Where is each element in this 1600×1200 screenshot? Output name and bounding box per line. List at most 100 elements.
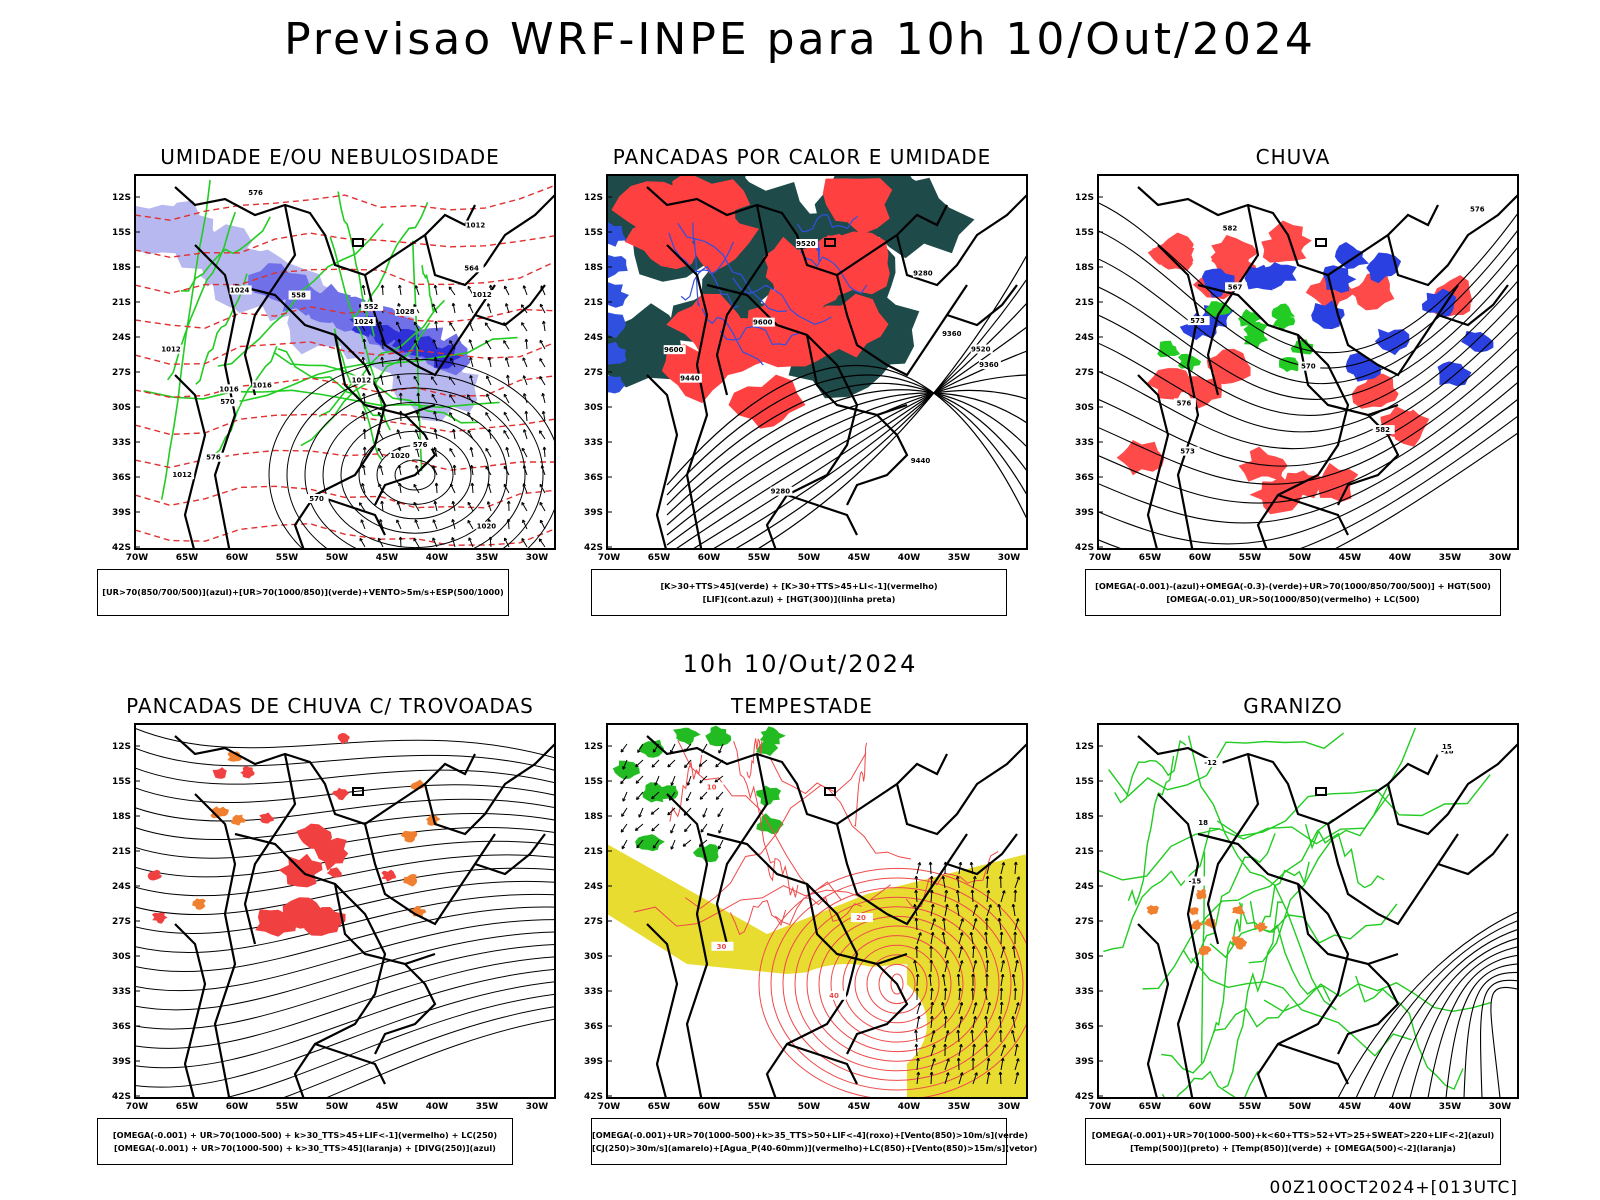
contour-label: 576	[413, 441, 428, 449]
lon-tick-label: 40W	[1389, 1102, 1412, 1112]
lon-tick-label: 50W	[1289, 553, 1312, 563]
lon-tick-label: 35W	[1439, 553, 1462, 563]
panel-granizo: GRANIZO -12 -15 -18 18 15 12S 15S 18S 21S 24S 27S 3…	[1058, 694, 1528, 1184]
lat-tick-label: 24S	[584, 333, 603, 343]
lat-tick-label: 24S	[112, 333, 131, 343]
contour-label: 570	[220, 398, 235, 406]
contour-label: 567	[1228, 283, 1243, 291]
lat-tick-label: 39S	[584, 508, 603, 518]
contour-label: 573	[1180, 448, 1195, 456]
contour-label: 573	[1190, 317, 1205, 325]
contour-label: 9520	[796, 240, 816, 248]
lat-tick-label: 39S	[1075, 1057, 1094, 1067]
lat-tick-label: 18S	[1075, 263, 1094, 273]
lat-tick-label: 24S	[584, 882, 603, 892]
legend-line: [LIF](cont.azul) + [HGT(300)](linha pret…	[702, 593, 896, 604]
lat-tick-label: 15S	[584, 228, 603, 238]
lat-tick-label: 42S	[112, 543, 131, 553]
lat-tick-label: 21S	[112, 847, 131, 857]
lat-tick-label: 27S	[112, 917, 131, 927]
map-plot: 58257957657357056758257657312S15S18S21S2…	[1075, 174, 1519, 563]
lon-tick-label: 60W	[226, 553, 249, 563]
lat-tick-label: 33S	[112, 438, 131, 448]
lon-tick-label: 55W	[276, 553, 299, 563]
lat-tick-label: 36S	[584, 473, 603, 483]
lon-tick-label: 55W	[1239, 1102, 1262, 1112]
panel-pancadas-trovoadas: PANCADAS DE CHUVA C/ TROVOADAS 12S 15S 18S…	[95, 694, 565, 1184]
contour-label: -15	[1189, 877, 1202, 885]
lat-tick-label: 12S	[1075, 742, 1094, 752]
lon-tick-label: 35W	[948, 553, 971, 563]
lat-tick-label: 24S	[1075, 882, 1094, 892]
lat-tick-label: 33S	[584, 987, 603, 997]
lon-tick-label: 60W	[1189, 553, 1212, 563]
legend-line: [UR>70(850/700/500)](azul)+[UR>70(1000/8…	[102, 587, 504, 597]
contour-label: 9600	[664, 346, 684, 354]
lat-tick-label: 15S	[112, 777, 131, 787]
legend-line: [OMEGA(-0.001) + UR>70(1000-500) + k>30_…	[114, 1142, 496, 1153]
lon-tick-label: 40W	[1389, 553, 1412, 563]
legend-tempestade: [OMEGA(-0.001)+UR>70(1000-500)+k>35_TTS>…	[591, 1118, 1037, 1165]
lon-tick-label: 30W	[998, 1102, 1021, 1112]
lon-tick-label: 65W	[176, 553, 199, 563]
map-plot: 9600 9520 9440 9360 9280 9600 9520 9440 9360 9280…	[584, 174, 1028, 563]
lon-tick-label: 35W	[476, 553, 499, 563]
contour-label: 20	[856, 914, 866, 922]
legend-line: [Temp(500)](preto) + [Temp(850)](verde) …	[1130, 1142, 1456, 1153]
lat-tick-label: 15S	[1075, 777, 1094, 787]
lon-tick-label: 70W	[126, 553, 149, 563]
contour-label: 1028	[395, 308, 415, 316]
lat-tick-label: 24S	[112, 882, 131, 892]
lat-tick-label: 27S	[112, 368, 131, 378]
lon-tick-label: 70W	[1089, 553, 1112, 563]
contour-label: 1012	[161, 346, 181, 354]
contour-label: 576	[206, 454, 221, 462]
lat-tick-label: 21S	[1075, 298, 1094, 308]
contour-label: 1024	[354, 318, 374, 326]
lat-tick-label: 30S	[112, 952, 131, 962]
panel-title: TEMPESTADE	[731, 694, 873, 718]
legend-granizo: [OMEGA(-0.001)+UR>70(1000-500)+k<60+TTS>…	[1085, 1118, 1501, 1165]
lon-tick-label: 70W	[598, 553, 621, 563]
panel-title: UMIDADE E/OU NEBULOSIDADE	[160, 145, 500, 169]
model-run-label: 00Z10OCT2024+[013UTC]	[1269, 1178, 1518, 1198]
panel-title: PANCADAS DE CHUVA C/ TROVOADAS	[126, 694, 534, 718]
contour-label: 1012	[172, 471, 192, 479]
contour-label: 10	[707, 783, 717, 791]
lat-tick-label: 15S	[584, 777, 603, 787]
map-plot: -12 -15 -18 18 15 12S 15S 18S 21S 24S 27S 30S 33S 36S…	[1075, 723, 1519, 1112]
contour-label: -12	[1204, 759, 1217, 767]
contour-label: 40	[829, 992, 839, 1000]
lon-tick-label: 60W	[1189, 1102, 1212, 1112]
contour-label: 576	[1470, 205, 1485, 213]
panel-title: PANCADAS POR CALOR E UMIDADE	[612, 145, 992, 169]
lat-tick-label: 27S	[1075, 368, 1094, 378]
lon-tick-label: 40W	[426, 553, 449, 563]
contour-label: 576	[1177, 399, 1192, 407]
lon-tick-label: 50W	[1289, 1102, 1312, 1112]
lon-tick-label: 40W	[898, 1102, 921, 1112]
lat-tick-label: 42S	[584, 543, 603, 553]
lon-tick-label: 55W	[748, 1102, 771, 1112]
contour-label: 576	[248, 189, 263, 197]
lon-tick-label: 45W	[848, 553, 871, 563]
legend-line: [K>30+TTS>45](verde) + [K>30+TTS>45+LI<-…	[660, 580, 938, 591]
lat-tick-label: 21S	[1075, 847, 1094, 857]
lat-tick-label: 15S	[1075, 228, 1094, 238]
lon-tick-label: 65W	[1139, 1102, 1162, 1112]
legend-line: [OMEGA(-0.001)+UR>70(1000-500)+k>35_TTS>…	[592, 1129, 1028, 1140]
lat-tick-label: 24S	[1075, 333, 1094, 343]
lat-tick-label: 21S	[584, 847, 603, 857]
lat-tick-label: 42S	[1075, 543, 1094, 553]
lon-tick-label: 70W	[598, 1102, 621, 1112]
contour-label: 582	[1375, 426, 1390, 434]
lat-tick-label: 12S	[584, 193, 603, 203]
contour-label: 564	[464, 264, 479, 272]
lon-tick-label: 65W	[648, 553, 671, 563]
lat-tick-label: 42S	[112, 1092, 131, 1102]
contour-label: 30	[717, 943, 727, 951]
lat-tick-label: 12S	[1075, 193, 1094, 203]
lat-tick-label: 36S	[112, 473, 131, 483]
lon-tick-label: 30W	[526, 1102, 549, 1112]
